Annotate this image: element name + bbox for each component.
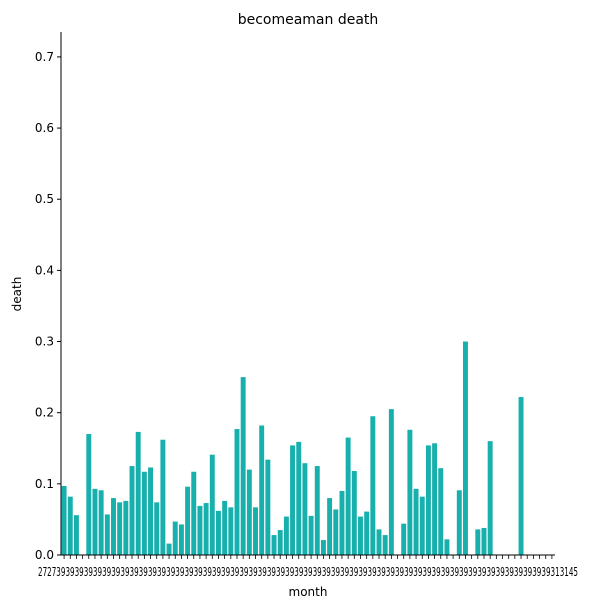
bar xyxy=(481,527,487,555)
bar xyxy=(197,505,203,555)
y-axis-label: death xyxy=(10,277,24,312)
y-tick-label: 0.3 xyxy=(35,335,54,349)
bar xyxy=(388,409,394,555)
bar xyxy=(135,431,141,555)
bar xyxy=(215,510,221,555)
bar xyxy=(444,539,450,555)
bar xyxy=(259,425,265,555)
bar xyxy=(475,529,481,555)
bar xyxy=(185,486,191,555)
y-tick-label: 0.0 xyxy=(35,548,54,562)
bar xyxy=(234,429,240,555)
bar xyxy=(382,535,388,555)
bar xyxy=(265,459,271,555)
bar xyxy=(191,471,197,555)
bar xyxy=(327,498,333,555)
bar xyxy=(370,416,376,555)
bar xyxy=(419,496,425,555)
bar xyxy=(129,466,135,555)
bar xyxy=(67,496,73,555)
bar xyxy=(432,443,438,555)
bar xyxy=(456,490,462,555)
bar xyxy=(333,509,339,555)
bar xyxy=(253,507,258,555)
bar xyxy=(111,498,116,555)
y-tick-label: 0.6 xyxy=(35,121,54,135)
bar xyxy=(438,468,444,555)
bar xyxy=(117,502,123,555)
bar xyxy=(462,341,468,555)
bar xyxy=(141,471,147,555)
x-axis-label: month xyxy=(289,585,328,599)
bar xyxy=(283,516,289,555)
bar xyxy=(222,500,228,555)
y-tick-label: 0.1 xyxy=(35,477,54,491)
bar xyxy=(104,514,110,555)
y-tick-label: 0.7 xyxy=(35,50,54,64)
bar xyxy=(407,429,413,555)
bar xyxy=(345,437,351,555)
chart-title: becomeaman death xyxy=(238,12,379,28)
bar xyxy=(277,530,283,555)
bar xyxy=(178,524,184,555)
bar xyxy=(166,543,172,555)
bar xyxy=(160,439,166,555)
bar xyxy=(203,503,209,555)
y-tick-label: 0.2 xyxy=(35,406,54,420)
bar xyxy=(302,463,308,555)
bar xyxy=(172,521,178,555)
bar xyxy=(358,516,363,555)
bar xyxy=(73,515,79,555)
bar xyxy=(209,454,215,555)
y-tick-label: 0.5 xyxy=(35,192,54,206)
bar xyxy=(86,434,92,555)
bar xyxy=(61,485,67,555)
bar xyxy=(351,471,357,555)
x-tick-labels-text: 2727393939393939393939393939393939393939… xyxy=(38,565,578,579)
bar xyxy=(518,397,524,555)
bar xyxy=(240,377,246,555)
y-ticks-group: 0.0 0.1 0.2 0.3 0.4 0.5 0.6 0.7 xyxy=(35,50,61,562)
bar xyxy=(413,488,419,555)
bar xyxy=(487,441,493,555)
bar xyxy=(228,507,234,555)
bar xyxy=(376,529,382,555)
bar xyxy=(290,445,296,555)
bar xyxy=(314,466,320,555)
bar xyxy=(296,441,302,555)
bar xyxy=(123,500,129,555)
bar xyxy=(148,467,154,555)
bar xyxy=(271,535,277,555)
bar xyxy=(308,515,314,555)
bar xyxy=(98,490,104,555)
bar xyxy=(339,490,345,555)
bars-group xyxy=(61,341,524,555)
bar xyxy=(92,488,98,555)
bar xyxy=(154,502,160,555)
y-tick-label: 0.4 xyxy=(35,263,54,277)
bar xyxy=(401,523,407,555)
bar xyxy=(425,445,431,555)
bar xyxy=(364,511,370,555)
x-ticks-group xyxy=(63,555,553,559)
bar xyxy=(246,469,252,555)
bar xyxy=(320,540,326,555)
